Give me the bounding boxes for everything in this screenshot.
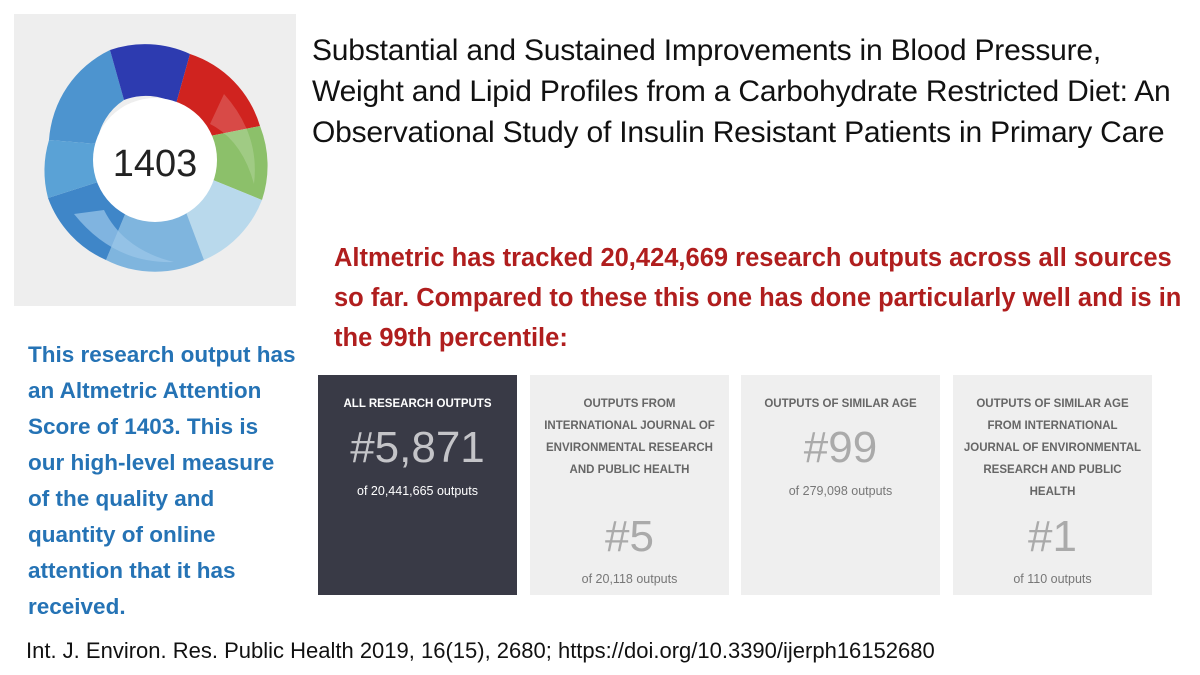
rank-card-value: #5 (605, 512, 654, 561)
rank-card-similar-age: OUTPUTS OF SIMILAR AGE #99 of 279,098 ou… (741, 375, 940, 595)
rank-card-subtext: of 110 outputs (1013, 572, 1092, 586)
rank-card-subtext: of 20,441,665 outputs (357, 484, 478, 498)
altmetric-badge: 1403 (14, 14, 296, 306)
rank-card-heading: OUTPUTS OF SIMILAR AGE (764, 398, 917, 410)
rank-card-value: #5,871 (350, 423, 485, 472)
tracked-outputs-text: Altmetric has tracked 20,424,669 researc… (334, 244, 1182, 352)
rank-card-value: #99 (803, 423, 878, 472)
rank-card-subtext: of 20,118 outputs (581, 572, 678, 586)
rank-card-heading: OUTPUTS OF SIMILAR AGE FROM INTERNATIONA… (963, 398, 1142, 498)
rank-card-subtext: of 279,098 outputs (788, 484, 893, 498)
paper-title: Substantial and Sustained Improvements i… (312, 34, 1171, 149)
altmetric-score: 1403 (113, 143, 198, 185)
citation: Int. J. Environ. Res. Public Health 2019… (26, 638, 935, 663)
rank-card-all-outputs: ALL RESEARCH OUTPUTS #5,871 of 20,441,66… (318, 375, 517, 595)
rank-card-value: #1 (1028, 512, 1077, 561)
score-explanation: This research output has an Altmetric At… (28, 342, 296, 619)
rank-card-heading: OUTPUTS FROM INTERNATIONAL JOURNAL OF EN… (544, 398, 715, 476)
altmetric-donut-icon: 1403 (44, 44, 268, 272)
rank-card-heading: ALL RESEARCH OUTPUTS (343, 398, 492, 410)
rank-card-journal-outputs: OUTPUTS FROM INTERNATIONAL JOURNAL OF EN… (530, 375, 729, 595)
rank-card-similar-age-journal: OUTPUTS OF SIMILAR AGE FROM INTERNATIONA… (953, 375, 1152, 595)
